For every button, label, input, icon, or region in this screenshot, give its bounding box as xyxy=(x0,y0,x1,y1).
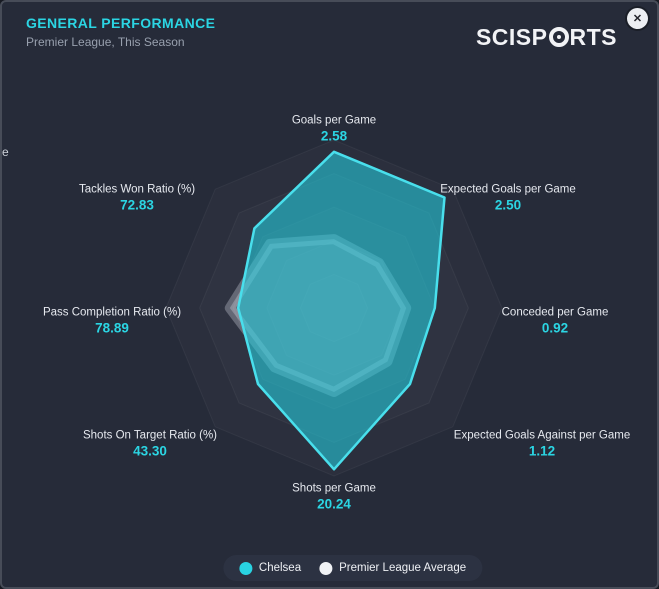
radar-ring xyxy=(232,206,436,410)
radar-ring xyxy=(299,273,369,343)
close-icon: ✕ xyxy=(632,13,643,25)
premier-league-average-polygon xyxy=(224,234,412,397)
page-title: GENERAL PERFORMANCE xyxy=(26,15,216,31)
axis-value: 43.30 xyxy=(133,443,167,459)
radar-ring xyxy=(199,173,469,443)
axis-label: Shots On Target Ratio (%) 43.30 xyxy=(83,430,217,459)
logo-text-right: RTS xyxy=(569,24,617,50)
axis-label: Shots per Game 20.24 xyxy=(292,483,376,512)
radar-ring xyxy=(266,240,402,376)
logo-text-left: SCISP xyxy=(475,24,548,50)
axis-name: Goals per Game xyxy=(291,114,377,127)
scisports-logo: SCISP RTS xyxy=(476,24,617,51)
axis-name: Expected Goals per Game xyxy=(440,183,576,196)
legend: Chelsea Premier League Average xyxy=(222,555,483,581)
axis-value: 2.50 xyxy=(494,197,522,213)
legend-dot-icon xyxy=(319,561,333,575)
axis-name: Tackles Won Ratio (%) xyxy=(78,183,196,196)
legend-dot-icon xyxy=(238,561,252,575)
axis-value: 72.83 xyxy=(120,197,154,213)
legend-label: Chelsea xyxy=(258,562,302,574)
axis-value: 2.58 xyxy=(320,128,348,144)
axis-value: 1.12 xyxy=(528,443,556,459)
axis-label: Tackles Won Ratio (%) 72.83 xyxy=(79,184,195,213)
axis-label: Expected Goals Against per Game 1.12 xyxy=(454,430,630,459)
axis-name: Pass Completion Ratio (%) xyxy=(42,306,182,319)
legend-item: Chelsea xyxy=(238,561,302,575)
legend-label: Premier League Average xyxy=(339,562,467,574)
axis-label: Goals per Game 2.58 xyxy=(292,115,376,144)
axis-value: 0.92 xyxy=(541,320,569,336)
page-subtitle: Premier League, This Season xyxy=(26,35,185,49)
axis-name: Expected Goals Against per Game xyxy=(453,429,631,442)
clipped-text-fragment: e xyxy=(2,145,9,159)
axis-label: Conceded per Game 0.92 xyxy=(502,307,609,336)
axis-name: Conceded per Game xyxy=(501,306,609,319)
axis-label: Pass Completion Ratio (%) 78.89 xyxy=(43,307,181,336)
axis-value: 20.24 xyxy=(317,496,351,512)
close-button[interactable]: ✕ xyxy=(627,8,648,29)
axis-label: Expected Goals per Game 2.50 xyxy=(440,184,576,213)
logo-o-icon xyxy=(548,27,569,47)
legend-item: Premier League Average xyxy=(319,561,467,575)
axis-name: Shots On Target Ratio (%) xyxy=(82,429,218,442)
axis-name: Shots per Game xyxy=(292,482,376,495)
axis-value: 78.89 xyxy=(95,320,129,336)
chelsea-polygon xyxy=(236,150,446,471)
